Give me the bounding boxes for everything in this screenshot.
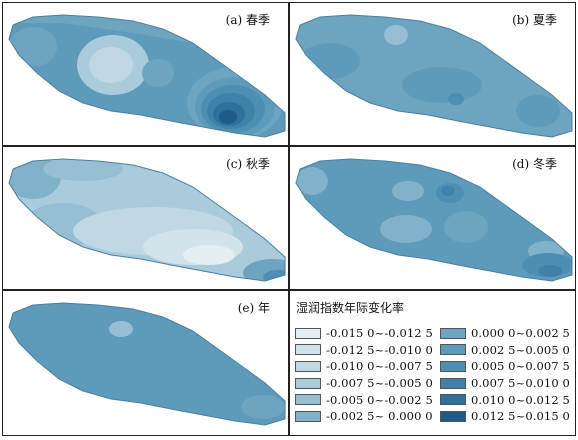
map-autumn xyxy=(8,158,286,282)
legend-swatch xyxy=(440,327,466,339)
legend-item: -0.005 0~-0.002 5 xyxy=(295,391,433,408)
map-panel-spring: (a) 春季 xyxy=(2,2,289,146)
legend-item: 0.002 5~0.005 0 xyxy=(440,342,570,359)
map-panel-winter: (d) 冬季 xyxy=(289,146,576,290)
legend-item: 0.007 5~0.010 0 xyxy=(440,375,570,392)
legend-label: -0.005 0~-0.002 5 xyxy=(326,392,433,407)
legend-label: -0.007 5~-0.005 0 xyxy=(326,376,433,391)
legend-swatch xyxy=(440,410,466,422)
legend-item: -0.007 5~-0.005 0 xyxy=(295,375,433,392)
legend-item: 0.005 0~0.007 5 xyxy=(440,358,570,375)
map-summer xyxy=(295,14,573,138)
legend-label: -0.002 5~ 0.000 0 xyxy=(326,409,433,424)
legend: 湿润指数年际变化率 -0.015 0~-0.012 5 -0.012 5~-0.… xyxy=(289,290,576,436)
panel-label-annual: (e) 年 xyxy=(237,301,270,315)
panel-label-summer: (b) 夏季 xyxy=(512,13,557,27)
legend-label: 0.007 5~0.010 0 xyxy=(471,376,570,391)
legend-swatch xyxy=(295,360,321,372)
panel-label-autumn: (c) 秋季 xyxy=(226,157,270,171)
legend-label: 0.000 0~0.002 5 xyxy=(471,326,570,341)
legend-swatch xyxy=(295,344,321,356)
legend-item: 0.000 0~0.002 5 xyxy=(440,325,570,342)
map-spring xyxy=(8,14,286,138)
map-winter xyxy=(295,158,573,282)
legend-swatch xyxy=(295,327,321,339)
map-panel-annual: (e) 年 xyxy=(2,290,289,436)
legend-label: 0.010 0~0.012 5 xyxy=(471,392,570,407)
legend-swatch xyxy=(295,394,321,406)
legend-label: 0.002 5~0.005 0 xyxy=(471,342,570,357)
legend-item: -0.015 0~-0.012 5 xyxy=(295,325,433,342)
panel-label-winter: (d) 冬季 xyxy=(512,157,557,171)
map-panel-autumn: (c) 秋季 xyxy=(2,146,289,290)
legend-item: -0.012 5~-0.010 0 xyxy=(295,342,433,359)
legend-item: -0.010 0~-0.007 5 xyxy=(295,358,433,375)
legend-swatch xyxy=(295,410,321,422)
map-annual xyxy=(8,302,286,426)
legend-label: -0.012 5~-0.010 0 xyxy=(326,342,433,357)
legend-column-negative: -0.015 0~-0.012 5 -0.012 5~-0.010 0 -0.0… xyxy=(295,325,433,425)
legend-label: -0.010 0~-0.007 5 xyxy=(326,359,433,374)
legend-column-positive: 0.000 0~0.002 5 0.002 5~0.005 0 0.005 0~… xyxy=(440,325,570,425)
legend-label: -0.015 0~-0.012 5 xyxy=(326,326,433,341)
legend-swatch xyxy=(440,394,466,406)
legend-swatch xyxy=(440,377,466,389)
legend-label: 0.005 0~0.007 5 xyxy=(471,359,570,374)
map-panel-summer: (b) 夏季 xyxy=(289,2,576,146)
legend-swatch xyxy=(440,344,466,356)
legend-label: 0.012 5~0.015 0 xyxy=(471,409,570,424)
legend-title: 湿润指数年际变化率 xyxy=(296,301,405,315)
legend-swatch xyxy=(440,360,466,372)
panel-label-spring: (a) 春季 xyxy=(225,13,270,27)
legend-swatch xyxy=(295,377,321,389)
legend-item: -0.002 5~ 0.000 0 xyxy=(295,408,433,425)
legend-item: 0.012 5~0.015 0 xyxy=(440,408,570,425)
legend-item: 0.010 0~0.012 5 xyxy=(440,391,570,408)
